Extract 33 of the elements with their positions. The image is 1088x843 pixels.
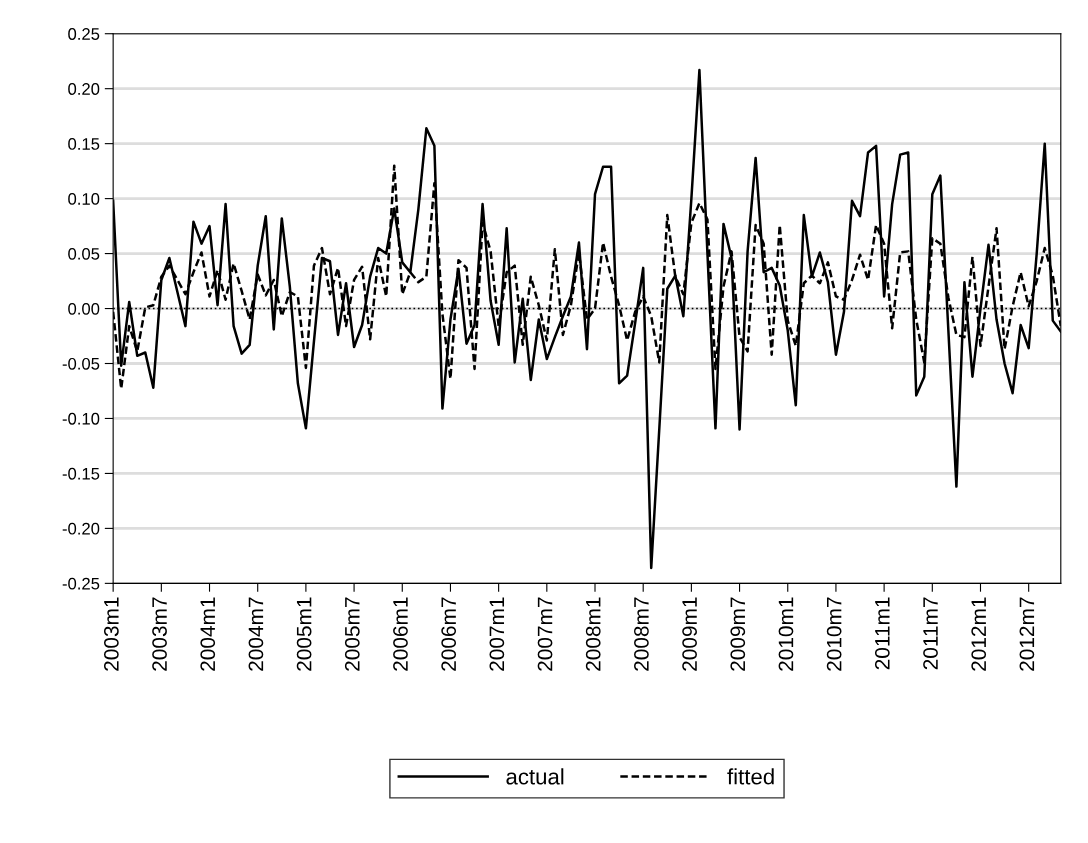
x-tick-label: 2007m7 xyxy=(537,597,553,671)
x-tick-label: 2010m7 xyxy=(826,597,842,671)
y-tick-label: -0.05 xyxy=(62,357,100,370)
x-tick-label: 2009m7 xyxy=(730,597,746,671)
x-tick-label: 2006m1 xyxy=(393,597,408,671)
y-tick-label: -0.20 xyxy=(62,522,100,535)
x-tick-label: 2004m1 xyxy=(200,597,216,671)
x-tick-label: 2003m7 xyxy=(152,597,167,671)
x-tick-label: 2012m1 xyxy=(971,597,987,671)
x-tick-label: 2008m1 xyxy=(585,597,601,671)
x-tick-label: 2009m1 xyxy=(682,597,697,671)
y-tick-label: -0.10 xyxy=(62,412,100,425)
legend-label: actual xyxy=(506,768,564,785)
y-tick-label: 0.00 xyxy=(68,302,100,315)
x-tick-label: 2010m1 xyxy=(778,597,794,671)
y-tick-label: 0.15 xyxy=(68,138,100,150)
x-tick-label: 2005m1 xyxy=(296,597,312,671)
y-tick-label: 0.25 xyxy=(68,28,100,40)
x-tick-label: 2011m1 xyxy=(874,597,890,670)
x-tick-label: 2004m7 xyxy=(248,597,264,671)
x-tick-label: 2012m7 xyxy=(1019,597,1035,671)
y-tick-label: 0.20 xyxy=(68,83,100,95)
x-tick-label: 2011m7 xyxy=(923,597,938,670)
y-tick-label: 0.05 xyxy=(68,247,100,260)
x-tick-label: 2005m7 xyxy=(344,597,360,671)
x-tick-label: 2007m1 xyxy=(489,597,505,671)
y-tick-label: -0.25 xyxy=(62,577,100,590)
x-tick-label: 2006m7 xyxy=(441,597,457,671)
x-tick-label: 2003m1 xyxy=(103,597,119,671)
y-tick-label: 0.10 xyxy=(68,193,100,205)
legend-label: fitted xyxy=(727,768,774,785)
y-tick-label: -0.15 xyxy=(62,467,100,480)
x-tick-label: 2008m7 xyxy=(634,597,649,671)
